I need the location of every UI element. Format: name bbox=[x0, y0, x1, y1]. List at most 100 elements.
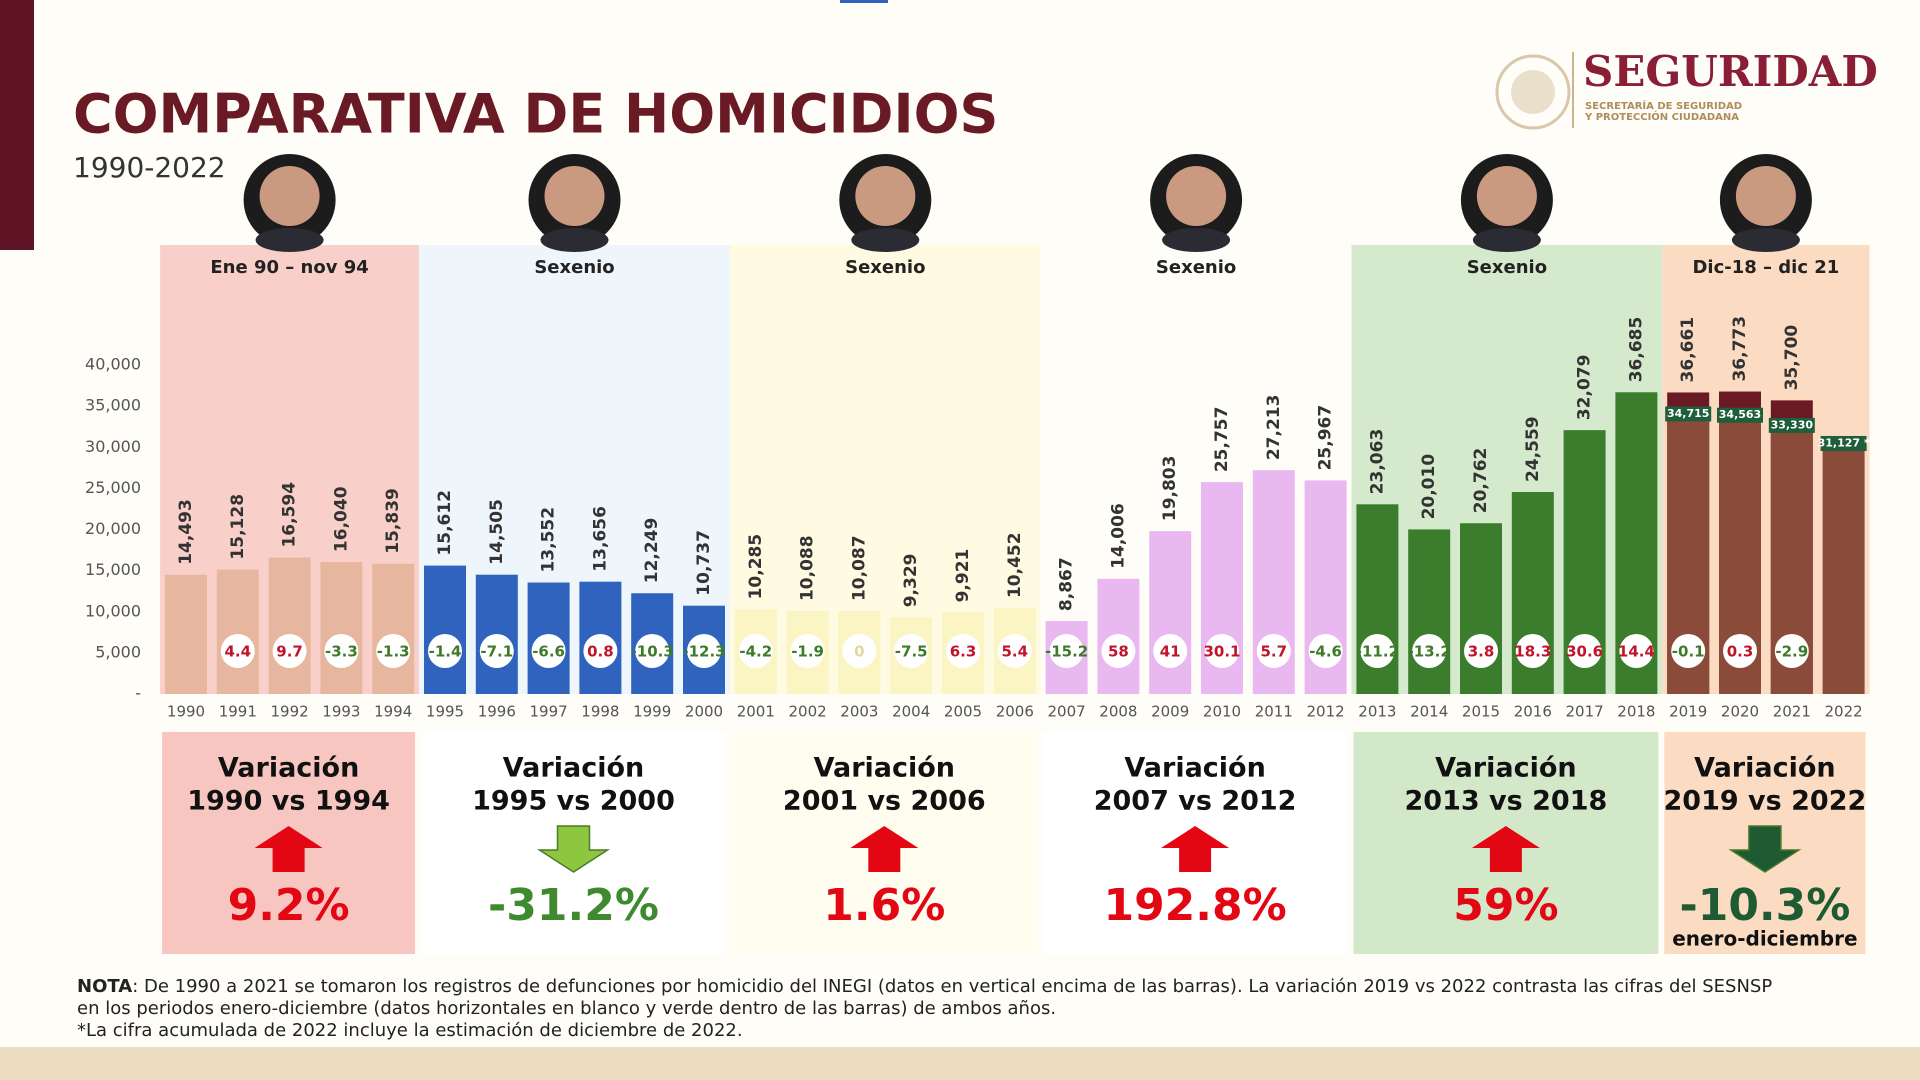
variation-compare: 2001 vs 2006 bbox=[783, 786, 986, 817]
change-label: -1.4 bbox=[429, 643, 462, 661]
change-badge bbox=[1723, 634, 1757, 668]
sesnsp-label-box bbox=[1820, 435, 1867, 451]
variation-arrow bbox=[850, 826, 919, 872]
y-tick-label: 30,000 bbox=[85, 437, 141, 456]
x-tick-label: 2017 bbox=[1566, 703, 1604, 721]
change-badge bbox=[1464, 634, 1498, 668]
sesnsp-label-box bbox=[1717, 407, 1763, 423]
bar-value-label: 14,505 bbox=[487, 499, 507, 565]
x-tick-label: 2005 bbox=[944, 703, 982, 721]
change-badge bbox=[1101, 634, 1136, 668]
bar-value-label: 10,285 bbox=[746, 534, 766, 600]
change-badge bbox=[1412, 634, 1447, 668]
bar-value-label: 16,040 bbox=[331, 486, 351, 552]
bar-value-label: 10,088 bbox=[798, 535, 818, 601]
bar bbox=[372, 563, 415, 694]
x-tick-label: 2006 bbox=[996, 703, 1034, 721]
period-header: Sexenio bbox=[534, 257, 614, 278]
change-badge bbox=[1153, 634, 1188, 668]
y-tick-label: 35,000 bbox=[85, 396, 141, 415]
change-label: 5.4 bbox=[1002, 643, 1029, 661]
bar-value-label: 14,493 bbox=[176, 499, 196, 565]
variation-heading: Variación bbox=[503, 753, 644, 784]
change-badge bbox=[1256, 634, 1291, 668]
change-label: 14.4 bbox=[1618, 643, 1655, 661]
x-tick-label: 1990 bbox=[167, 703, 205, 721]
change-label: 3.8 bbox=[1468, 643, 1495, 661]
x-tick-label: 1996 bbox=[478, 703, 516, 721]
portrait bbox=[1719, 154, 1812, 252]
logo-line: Y PROTECCIÓN CIUDADANA bbox=[1584, 110, 1739, 123]
bar-value-label: 23,063 bbox=[1367, 429, 1387, 495]
change-label: 0.8 bbox=[587, 643, 614, 661]
variation-arrow bbox=[536, 825, 611, 873]
variation-arrow bbox=[1161, 826, 1230, 872]
period-background bbox=[1040, 245, 1352, 694]
change-badge bbox=[1671, 634, 1706, 668]
bar-value-label: 36,661 bbox=[1678, 317, 1698, 383]
x-tick-label: 1991 bbox=[219, 703, 257, 721]
x-tick-label: 2007 bbox=[1048, 703, 1086, 721]
logo-name: SEGURIDAD bbox=[1583, 47, 1878, 96]
y-tick-label: 40,000 bbox=[85, 355, 141, 374]
change-label: -4.6 bbox=[1309, 643, 1342, 661]
portrait bbox=[243, 154, 336, 252]
variation-value: 192.8% bbox=[1103, 880, 1286, 931]
x-tick-label: 1999 bbox=[633, 703, 671, 721]
portrait-suit bbox=[540, 228, 609, 252]
change-badge bbox=[946, 634, 980, 668]
portrait-face bbox=[1166, 166, 1227, 226]
change-label: 18.3 bbox=[1514, 643, 1551, 661]
x-tick-label: 2003 bbox=[840, 703, 878, 721]
change-label: -10.3 bbox=[631, 643, 674, 661]
change-label: -1.9 bbox=[791, 643, 824, 661]
period-header: Sexenio bbox=[1467, 257, 1547, 278]
x-tick-label: 1993 bbox=[322, 703, 360, 721]
sesnsp-label: 31,127 * bbox=[1818, 436, 1870, 449]
variation-compare: 1990 vs 1994 bbox=[187, 786, 390, 817]
y-tick-label: 5,000 bbox=[95, 642, 141, 661]
x-tick-label: 2020 bbox=[1721, 703, 1759, 721]
sesnsp-label: 34,715 bbox=[1667, 407, 1709, 420]
sesnsp-label-box bbox=[1665, 406, 1712, 422]
portrait bbox=[1460, 154, 1553, 252]
change-badge bbox=[376, 634, 411, 668]
bottom-strip bbox=[0, 1047, 1920, 1080]
change-label: -12.3 bbox=[682, 643, 725, 661]
change-label: 9.7 bbox=[276, 643, 303, 661]
variation-value: 59% bbox=[1453, 880, 1558, 931]
portrait-face bbox=[855, 166, 916, 226]
x-tick-label: 2010 bbox=[1203, 703, 1241, 721]
change-label: -3.3 bbox=[325, 643, 358, 661]
bar-value-label: 15,612 bbox=[435, 490, 455, 556]
bar-value-label: 15,128 bbox=[228, 494, 248, 560]
portrait bbox=[839, 154, 932, 252]
portrait-suit bbox=[851, 228, 920, 252]
bar-value-label: 10,737 bbox=[694, 530, 714, 596]
change-badge bbox=[1360, 634, 1395, 668]
bar bbox=[1460, 523, 1502, 694]
title: COMPARATIVA DE HOMICIDIOS bbox=[73, 83, 998, 146]
x-tick-label: 1995 bbox=[426, 703, 464, 721]
change-badge bbox=[531, 634, 566, 668]
period-background bbox=[419, 245, 730, 694]
period-background bbox=[1351, 245, 1663, 694]
change-label: 58 bbox=[1108, 643, 1129, 661]
variation-heading: Variación bbox=[1124, 753, 1265, 784]
variation-arrow bbox=[1728, 825, 1802, 873]
bar bbox=[1408, 529, 1451, 694]
bar-value-label: 32,079 bbox=[1575, 355, 1595, 421]
change-label: -13.2 bbox=[1408, 643, 1451, 661]
change-label: -7.1 bbox=[480, 643, 513, 661]
bar-value-label: 19,803 bbox=[1160, 456, 1180, 522]
x-tick-label: 2008 bbox=[1099, 703, 1137, 721]
change-badge bbox=[687, 634, 721, 668]
portrait-face bbox=[259, 166, 320, 226]
top-accent bbox=[840, 0, 888, 3]
change-badge bbox=[842, 634, 877, 668]
sesnsp-bar bbox=[1822, 437, 1865, 694]
portrait bbox=[1150, 154, 1243, 252]
side-strip bbox=[0, 0, 34, 250]
period-header: Sexenio bbox=[845, 257, 925, 278]
variation-heading: Variación bbox=[1694, 753, 1835, 784]
